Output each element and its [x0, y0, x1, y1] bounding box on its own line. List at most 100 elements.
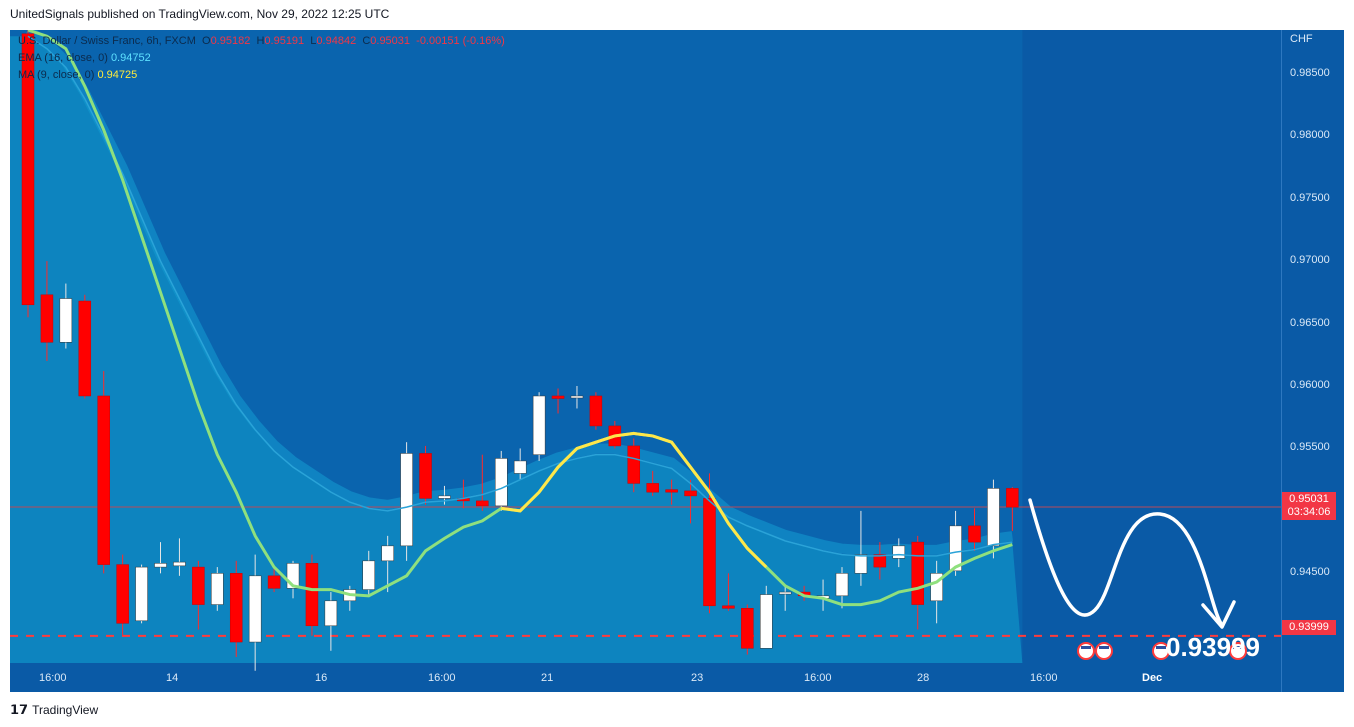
flag-stripe [1081, 646, 1091, 649]
candle-body [854, 554, 868, 574]
candle-body [589, 395, 603, 427]
candle-countdown: 03:34:06 [1287, 506, 1331, 518]
candle-body [21, 33, 35, 306]
candle-body [703, 498, 716, 607]
candle-body [135, 566, 148, 622]
y-tick-label: 0.97000 [1290, 254, 1330, 267]
candle-body [949, 525, 962, 572]
projection-arrow [1028, 498, 1224, 627]
footer: 𝟭𝟳 TradingView [10, 702, 98, 718]
candle-body [911, 541, 924, 605]
chart-frame[interactable]: 0.93999 16:00 14 16 16:00 21 23 16:00 28 16:00 Dec… [10, 30, 1344, 692]
event-flag-icon [1095, 642, 1113, 660]
candle-body [495, 458, 508, 507]
candle-body [627, 445, 641, 484]
candle-body [362, 560, 375, 590]
flag-stripe [1099, 646, 1109, 649]
candle-body [248, 575, 262, 643]
candle-body [267, 575, 281, 589]
x-tick-label: 28 [917, 672, 929, 684]
candle-body [513, 460, 527, 474]
currency-label: CHF [1290, 33, 1313, 45]
open-label: O [202, 35, 211, 47]
candle-body [532, 395, 546, 455]
close-label: C [362, 35, 371, 47]
price-axis[interactable]: CHF 0.98500 0.98000 0.97500 0.97000 0.96500 0… [1281, 30, 1344, 692]
candle-body [419, 453, 432, 499]
y-tick-label: 0.96500 [1290, 316, 1330, 329]
candle-body [665, 489, 678, 493]
x-tick-label: 16:00 [39, 672, 67, 684]
x-tick-label: 16:00 [1030, 672, 1058, 684]
y-tick-label: 0.97500 [1290, 191, 1330, 204]
candle-body [968, 525, 981, 543]
arrow-head-icon [1201, 600, 1236, 629]
high-label: H [256, 35, 265, 47]
candle-body [400, 453, 413, 547]
brand-name: TradingView [32, 703, 99, 717]
x-tick-label: 16 [315, 672, 327, 684]
candle-body [381, 545, 394, 562]
ema-label: EMA (16, close, 0) [18, 52, 108, 64]
high-value: 0.95191 [264, 35, 305, 47]
ma-label: MA (9, close, 0) [18, 69, 95, 81]
candle-body [741, 608, 754, 649]
candle-body [154, 563, 167, 568]
candle-body [892, 545, 906, 559]
close-value: 0.95031 [370, 35, 411, 47]
candle-body [551, 395, 565, 399]
published-header: UnitedSignals published on TradingView.c… [10, 7, 390, 21]
ema-line [27, 35, 1013, 557]
event-flag-icon [1077, 642, 1095, 660]
ema-legend[interactable]: EMA (16, close, 0) 0.94752 [18, 52, 151, 64]
flag-stripe [1233, 646, 1243, 649]
y-tick-label: 0.98500 [1290, 66, 1330, 79]
candle-body [59, 298, 73, 343]
current-price-box: 0.95031 03:34:06 [1282, 492, 1336, 520]
candle-body [229, 573, 243, 643]
x-tick-label: 16:00 [428, 672, 456, 684]
candle-body [987, 488, 1000, 547]
candle-body [192, 566, 205, 605]
candle-body [760, 594, 773, 649]
ma-value: 0.94725 [97, 69, 138, 81]
candle-body [97, 395, 110, 565]
y-tick-label: 0.95500 [1290, 441, 1330, 454]
candle-body [1006, 488, 1019, 508]
x-tick-label: 16:00 [804, 672, 832, 684]
open-value: 0.95182 [210, 35, 251, 47]
y-tick-label: 0.94500 [1290, 566, 1330, 579]
price-chart[interactable]: 0.93999 16:00 14 16 16:00 21 23 16:00 28 16:00 Dec [10, 30, 1344, 692]
candle-body [476, 500, 489, 507]
target-price-box: 0.93999 [1282, 620, 1336, 635]
x-tick-label: 21 [541, 672, 553, 684]
low-label: L [310, 35, 317, 47]
candle-body [873, 554, 887, 568]
y-tick-label: 0.98000 [1290, 129, 1330, 142]
candle-body [40, 294, 54, 343]
candle-body [305, 563, 319, 627]
low-value: 0.94842 [316, 35, 357, 47]
tradingview-logo-icon: 𝟭𝟳 [10, 702, 29, 717]
candle-body [78, 300, 92, 397]
candle-body [646, 483, 659, 493]
current-price: 0.95031 [1289, 493, 1329, 505]
ema-value: 0.94752 [110, 52, 151, 64]
candle-body [438, 495, 451, 499]
ema-band-fill [10, 36, 1023, 663]
flag-stripe [1156, 646, 1166, 649]
candle-body [684, 490, 697, 497]
candle-body [211, 573, 224, 605]
candle-body [324, 600, 338, 627]
target-price-text: 0.93999 [1166, 632, 1260, 662]
candle-body [116, 564, 129, 624]
candle-body [835, 573, 849, 597]
y-tick-label: 0.96000 [1290, 378, 1330, 391]
change-value: -0.00151 (-0.16%) [416, 35, 505, 47]
candle-body [778, 591, 792, 595]
x-tick-label: Dec [1142, 672, 1162, 684]
ma-line-highlight [501, 431, 768, 569]
candle-body [570, 395, 584, 399]
x-tick-label: 14 [166, 672, 178, 684]
ma-legend[interactable]: MA (9, close, 0) 0.94725 [18, 69, 137, 81]
